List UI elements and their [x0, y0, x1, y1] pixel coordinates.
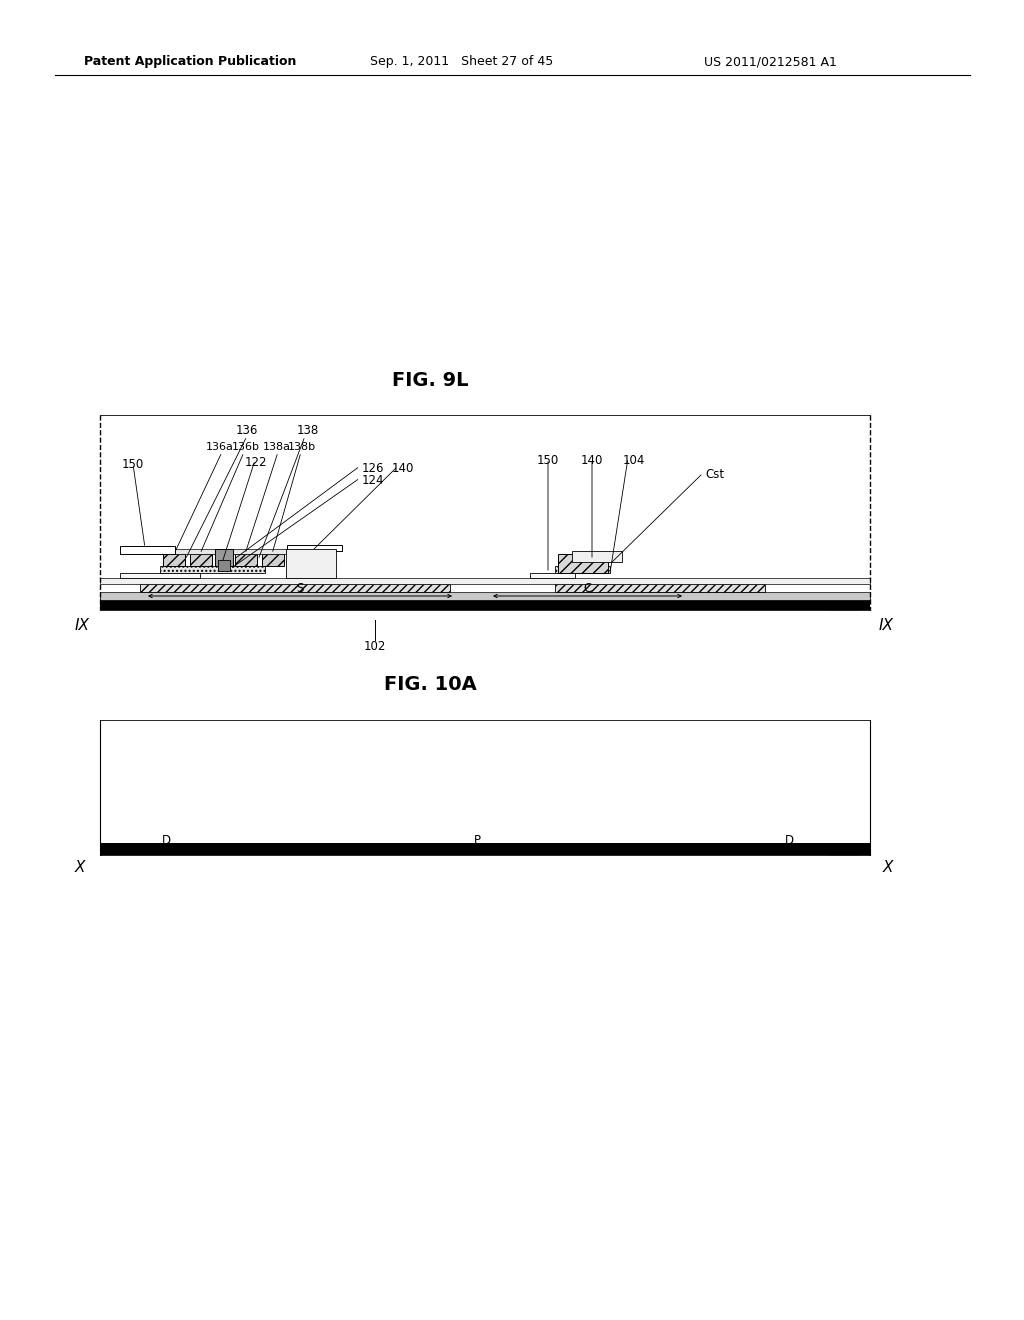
- Text: C: C: [583, 582, 591, 595]
- Text: X: X: [883, 861, 893, 875]
- Text: 150: 150: [122, 458, 144, 471]
- Bar: [558, 554, 608, 573]
- Bar: [158, 549, 218, 554]
- Text: 104: 104: [623, 454, 645, 466]
- Text: IX: IX: [879, 618, 894, 632]
- Text: FIG. 9L: FIG. 9L: [392, 371, 468, 389]
- Text: D: D: [784, 834, 794, 847]
- Bar: [160, 566, 265, 573]
- Bar: [572, 550, 622, 562]
- Text: 138: 138: [297, 424, 319, 437]
- Text: P: P: [473, 834, 480, 847]
- Text: Patent Application Publication: Patent Application Publication: [84, 55, 296, 69]
- Text: FIG. 10A: FIG. 10A: [384, 676, 476, 694]
- Text: US 2011/0212581 A1: US 2011/0212581 A1: [703, 55, 837, 69]
- Text: 136: 136: [236, 424, 258, 437]
- Bar: [218, 560, 230, 572]
- Text: X: X: [75, 861, 85, 875]
- Text: 140: 140: [392, 462, 414, 474]
- Text: 150: 150: [537, 454, 559, 466]
- Bar: [120, 573, 200, 578]
- Text: Cst: Cst: [705, 469, 724, 482]
- Text: 140: 140: [581, 454, 603, 466]
- Text: 138b: 138b: [288, 442, 316, 451]
- Text: 136a: 136a: [206, 442, 233, 451]
- Bar: [287, 545, 342, 550]
- Text: 138a: 138a: [263, 442, 291, 451]
- Text: 122: 122: [245, 455, 267, 469]
- Text: 102: 102: [364, 640, 386, 653]
- Bar: [215, 549, 233, 566]
- Text: S: S: [296, 582, 304, 595]
- Bar: [100, 578, 870, 583]
- Bar: [234, 554, 257, 566]
- Text: 126: 126: [362, 462, 384, 474]
- Bar: [100, 843, 870, 855]
- Text: Sep. 1, 2011   Sheet 27 of 45: Sep. 1, 2011 Sheet 27 of 45: [371, 55, 554, 69]
- Bar: [262, 554, 284, 566]
- Bar: [100, 601, 870, 610]
- Bar: [120, 546, 175, 554]
- Bar: [286, 549, 336, 578]
- Bar: [163, 554, 185, 566]
- Bar: [190, 554, 212, 566]
- Text: D: D: [162, 834, 171, 847]
- Bar: [140, 583, 450, 591]
- Text: 100: 100: [833, 845, 855, 858]
- Text: 124: 124: [362, 474, 384, 487]
- Bar: [530, 573, 575, 578]
- Text: 136b: 136b: [232, 442, 260, 451]
- Bar: [100, 591, 870, 601]
- Bar: [555, 566, 610, 573]
- Text: 100: 100: [831, 599, 854, 612]
- Text: IX: IX: [75, 618, 89, 632]
- Bar: [230, 549, 290, 554]
- Bar: [555, 583, 765, 591]
